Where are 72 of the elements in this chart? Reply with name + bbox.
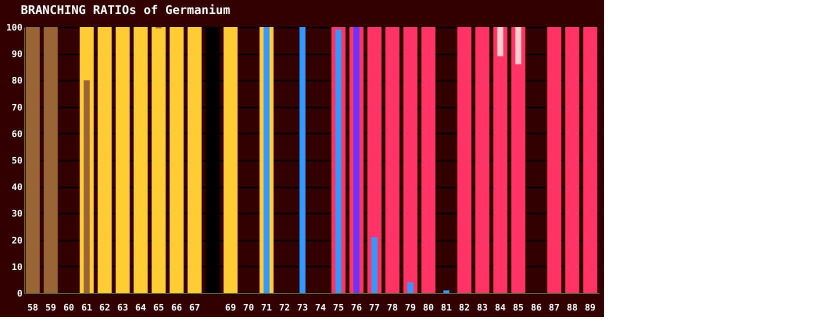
bar: [44, 27, 58, 293]
x-tick-label: 67: [189, 304, 200, 314]
y-tick-label: 100: [6, 24, 22, 34]
bar: [421, 27, 436, 293]
bar: [170, 27, 184, 293]
x-tick-label: 69: [225, 304, 236, 314]
bar: [493, 27, 508, 293]
bar: [367, 27, 382, 293]
bar: [385, 27, 400, 293]
bar: [511, 27, 526, 293]
x-tick-label: 59: [45, 304, 56, 314]
bar: [264, 27, 270, 293]
x-tick-label: 83: [476, 304, 488, 314]
x-tick-label: 80: [422, 304, 434, 314]
x-tick-label: 71: [261, 304, 272, 314]
x-tick-label: 88: [566, 304, 578, 314]
y-tick-label: 0: [17, 290, 22, 300]
y-tick-label: 70: [12, 103, 22, 114]
x-tick-label: 73: [297, 304, 308, 314]
y-tick-label: 80: [12, 76, 22, 87]
bar: [583, 27, 598, 293]
bar: [475, 27, 490, 293]
bar: [84, 80, 90, 293]
x-tick-label: 75: [333, 304, 344, 314]
y-tick-label: 90: [12, 50, 22, 60]
bar: [497, 27, 504, 56]
y-tick-label: 10: [12, 262, 22, 273]
x-tick-label: 64: [135, 304, 147, 314]
bar: [224, 27, 238, 293]
bar: [565, 27, 580, 293]
bar: [116, 27, 130, 293]
x-tick-label: 84: [494, 304, 506, 314]
x-tick-label: 65: [153, 304, 164, 314]
x-tick-label: 61: [81, 304, 92, 314]
x-tick-label: 81: [440, 304, 452, 314]
bar: [134, 27, 148, 293]
x-tick-label: 70: [243, 304, 254, 314]
bar: [371, 237, 378, 293]
bar: [403, 27, 418, 293]
y-tick-label: 60: [12, 130, 22, 140]
x-tick-label: 78: [386, 304, 398, 314]
bar: [407, 282, 414, 293]
x-tick-label: 62: [99, 304, 110, 314]
x-tick-label: 72: [279, 304, 290, 314]
y-tick-label: 30: [12, 210, 22, 220]
x-tick-label: 82: [458, 304, 470, 314]
y-tick-label: 40: [12, 183, 22, 194]
x-tick-label: 89: [584, 304, 596, 314]
x-tick-label: 85: [512, 304, 524, 314]
bar: [300, 27, 306, 293]
bar: [547, 27, 562, 293]
x-tick-label: 77: [369, 304, 380, 314]
x-tick-label: 86: [530, 304, 542, 314]
y-tick-label: 20: [12, 236, 22, 246]
x-tick-label: 58: [27, 304, 38, 314]
bar: [188, 27, 202, 293]
bar: [335, 30, 342, 293]
bar: [98, 27, 112, 293]
x-tick-label: 60: [63, 304, 74, 314]
chart-title: BRANCHING RATIOs of Germanium: [20, 3, 230, 17]
x-tick-label: 87: [548, 304, 560, 314]
x-tick-label: 79: [404, 304, 416, 314]
bar: [443, 290, 450, 293]
bar: [353, 27, 360, 293]
x-tick-label: 66: [171, 304, 182, 314]
bar: [152, 27, 166, 293]
y-tick-label: 50: [12, 156, 22, 166]
bar: [515, 27, 522, 64]
x-tick-label: 74: [315, 304, 326, 314]
x-tick-label: 63: [117, 304, 128, 314]
bar: [457, 27, 472, 293]
x-tick-label: 76: [351, 304, 362, 314]
